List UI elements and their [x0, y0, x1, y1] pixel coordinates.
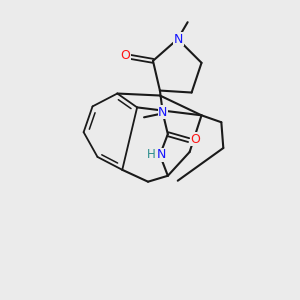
- Text: O: O: [120, 50, 130, 62]
- Text: O: O: [190, 133, 200, 146]
- Text: N: N: [174, 32, 183, 46]
- Text: H: H: [147, 148, 155, 161]
- Text: N: N: [157, 148, 167, 161]
- Text: N: N: [158, 106, 168, 119]
